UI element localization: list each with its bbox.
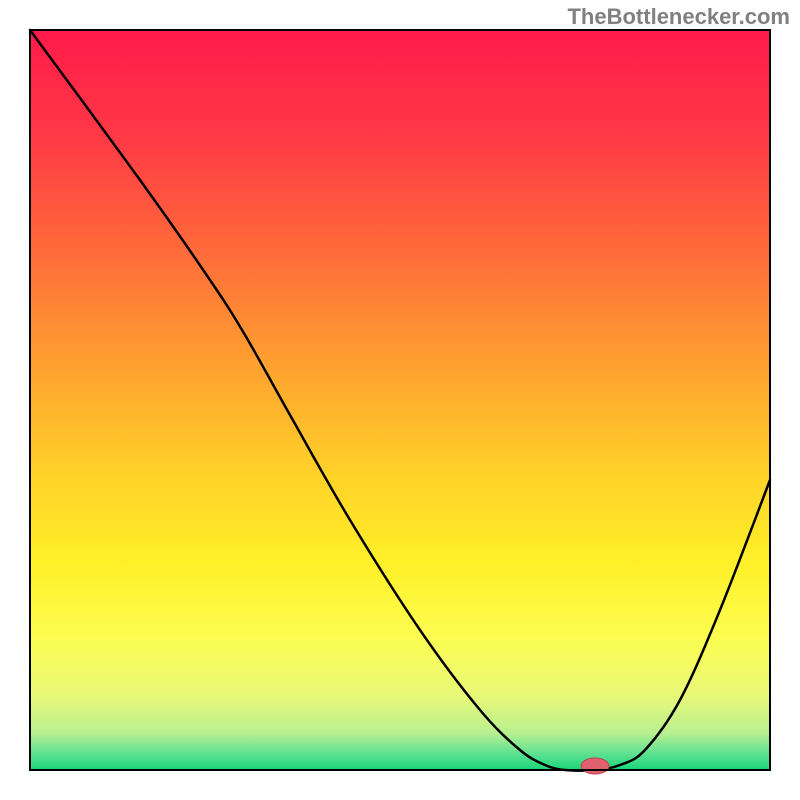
gradient-background: [30, 30, 770, 770]
bottleneck-chart: [0, 0, 800, 800]
optimal-marker: [581, 758, 609, 774]
chart-container: TheBottlenecker.com: [0, 0, 800, 800]
watermark-text: TheBottlenecker.com: [567, 4, 790, 30]
